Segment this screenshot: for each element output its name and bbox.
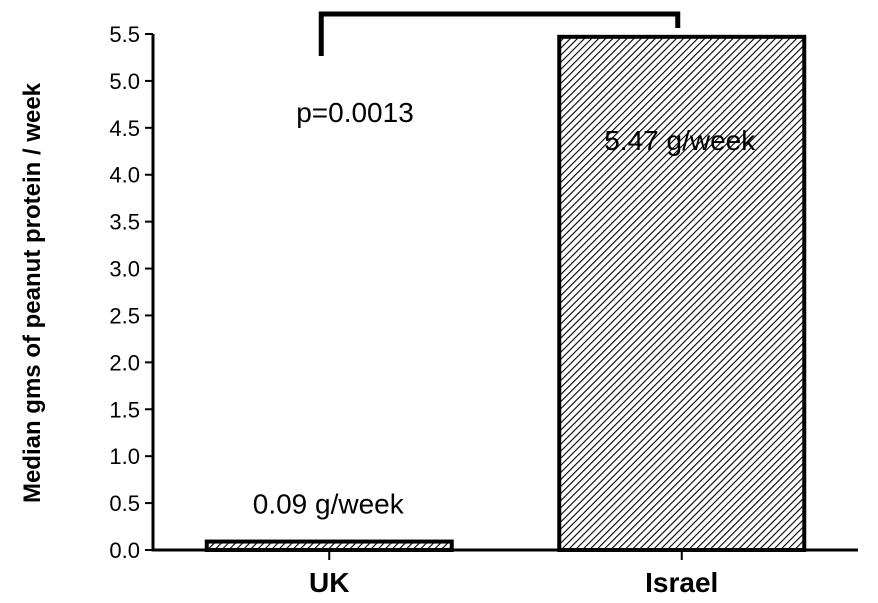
y-tick-label: 1.5: [109, 397, 140, 422]
y-axis-title: Median gms of peanut protein / week: [19, 82, 46, 503]
y-ticks: 0.0 0.5 1.0 1.5 2.0 2.5 3.0 3.5 4.0 4.5 5.0 5.5: [109, 22, 153, 563]
y-tick-label: 1.0: [109, 444, 140, 469]
y-tick-label: 3.5: [109, 210, 140, 235]
data-label-israel: 5.47 g/week: [604, 125, 756, 156]
data-label-uk: 0.09 g/week: [253, 489, 405, 520]
y-tick-label: 0.0: [109, 538, 140, 563]
y-tick-label: 4.5: [109, 116, 140, 141]
significance-bracket: [318, 11, 681, 56]
y-tick-label: 4.0: [109, 163, 140, 188]
y-tick-label: 5.5: [109, 22, 140, 47]
x-tick-label-uk: UK: [309, 567, 349, 598]
p-value-label: p=0.0013: [296, 97, 414, 128]
y-tick-label: 5.0: [109, 69, 140, 94]
bracket-line: [318, 11, 681, 56]
bar-uk: [204, 539, 454, 552]
x-tick-labels: UK Israel: [309, 550, 718, 598]
y-tick-label: 2.5: [109, 303, 140, 328]
y-tick-label: 0.5: [109, 491, 140, 516]
bar-israel: [557, 34, 807, 552]
y-tick-label: 2.0: [109, 350, 140, 375]
x-tick-label-israel: Israel: [645, 567, 718, 598]
y-tick-label: 3.0: [109, 257, 140, 282]
